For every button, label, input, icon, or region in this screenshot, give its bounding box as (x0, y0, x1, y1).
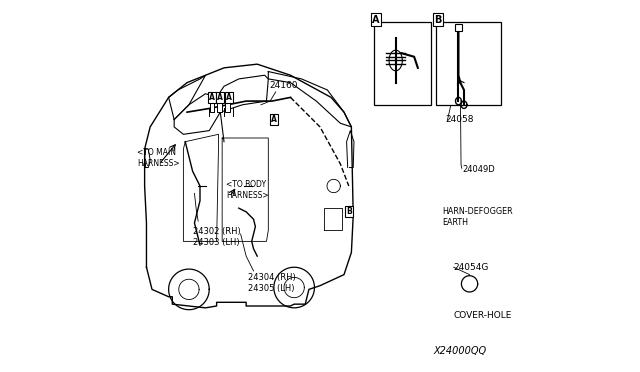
Text: A: A (218, 93, 223, 102)
Polygon shape (210, 103, 214, 112)
Text: COVER-HOLE: COVER-HOLE (454, 311, 512, 320)
Text: CLIP: CLIP (392, 94, 413, 104)
Text: A: A (271, 115, 276, 124)
Text: <TO BODY
HARNESS>: <TO BODY HARNESS> (226, 180, 268, 200)
Polygon shape (225, 103, 230, 112)
Text: 24304 (RH)
24305 (LH): 24304 (RH) 24305 (LH) (248, 273, 296, 293)
Text: 24055E: 24055E (394, 34, 428, 43)
Text: X24000QQ: X24000QQ (434, 346, 487, 356)
Text: A: A (372, 15, 380, 25)
Bar (374, 22, 431, 105)
Text: 24054G: 24054G (453, 263, 488, 272)
Bar (455, 23, 462, 31)
Text: 24049D: 24049D (462, 165, 495, 174)
Text: <TO MAIN
HARNESS>: <TO MAIN HARNESS> (137, 148, 180, 169)
Text: B: B (346, 207, 351, 217)
Text: 24302 (RH)
24303 (LH): 24302 (RH) 24303 (LH) (193, 227, 241, 247)
Text: A: A (226, 93, 232, 102)
Text: HARN-DEFOGGER
EARTH: HARN-DEFOGGER EARTH (443, 207, 513, 227)
Text: B: B (435, 15, 442, 25)
Text: 24058: 24058 (445, 115, 474, 124)
Text: A: A (209, 93, 215, 102)
Bar (436, 22, 501, 105)
Text: 24160: 24160 (269, 81, 298, 90)
Polygon shape (218, 103, 222, 112)
